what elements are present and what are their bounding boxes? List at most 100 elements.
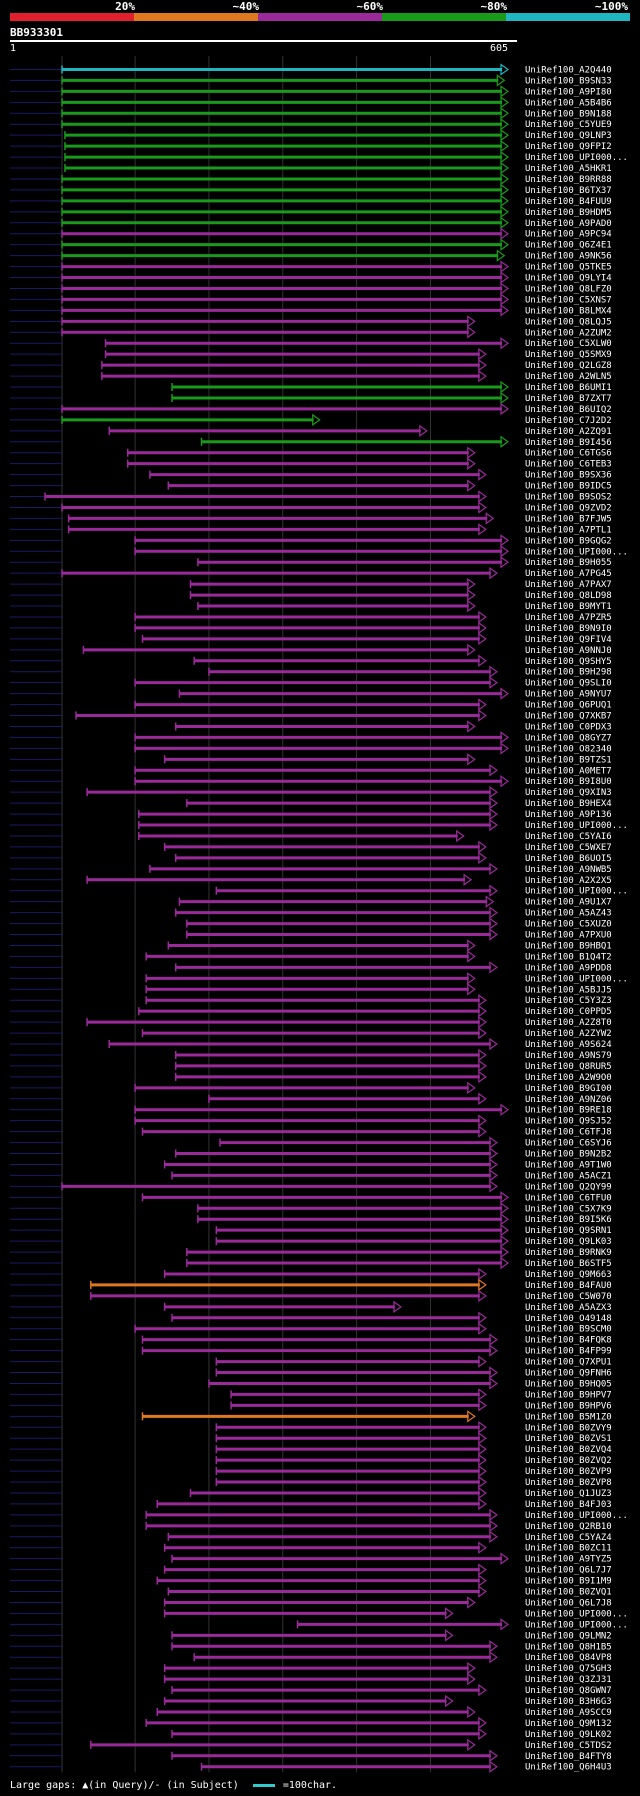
hit-arrow (500, 380, 510, 394)
legend-label-60: ~60% (356, 0, 384, 13)
hit-label: UniRef100_B8LMX4 (525, 306, 612, 316)
hit-label: UniRef100_C5W070 (525, 1292, 612, 1302)
hit-arrow (478, 1048, 487, 1062)
hit-arrow (478, 501, 487, 514)
hit-label: UniRef100_Q75GH3 (525, 1664, 612, 1674)
hit-arrow (500, 304, 510, 317)
hit-arrow (500, 216, 510, 229)
hit-arrow (478, 1278, 487, 1292)
hit-label: UniRef100_A9SCC9 (525, 1708, 612, 1718)
hit-arrow (478, 698, 487, 711)
hit-label: UniRef100_Q8GYZ7 (525, 733, 612, 743)
hit-label: UniRef100_B9IDC5 (525, 482, 612, 492)
hit-label: UniRef100_Q8LFZ0 (525, 284, 612, 294)
hit-arrow (467, 1081, 476, 1094)
hit-arrow (467, 643, 476, 656)
hit-arrow (478, 1070, 487, 1084)
hit-arrow (478, 709, 487, 722)
hit-label: UniRef100_B3H6G3 (525, 1697, 612, 1707)
hit-label: UniRef100_A9PDD8 (525, 963, 612, 973)
hit-arrow (445, 1694, 454, 1708)
hit-label: UniRef100_B6UMI1 (525, 383, 612, 393)
hit-label: UniRef100_B9N188 (525, 109, 612, 119)
hit-label: UniRef100_B4FP99 (525, 1347, 612, 1357)
hit-arrow (478, 523, 487, 536)
query-end: 605 (490, 43, 509, 54)
hit-arrow (500, 545, 510, 558)
hit-label: UniRef100_Q9LNP3 (525, 131, 612, 141)
gaps-legend: Large gaps: ▲(in Query)/- (in Subject) (10, 1780, 239, 1791)
hit-label: UniRef100_B1Q4T2 (525, 952, 612, 962)
hit-label: UniRef100_A9PAD0 (525, 219, 612, 229)
hit-arrow (500, 282, 510, 295)
hit-arrow (478, 1005, 487, 1018)
hit-label: UniRef100_Q9LMN2 (525, 1631, 612, 1641)
hit-arrow (478, 1453, 487, 1467)
hit-label: UniRef100_UPI000... (525, 974, 628, 984)
hit-arrow (478, 1421, 487, 1434)
hit-arrow (489, 796, 498, 810)
hit-label: UniRef100_B9N9I0 (525, 624, 612, 634)
hit-arrow (500, 687, 510, 700)
hit-label: UniRef100_A9PI80 (525, 87, 612, 97)
hit-label: UniRef100_B6UOI5 (525, 854, 612, 864)
hit-label: UniRef100_UPI000... (525, 547, 628, 557)
hit-label: UniRef100_Q9ZVD2 (525, 503, 612, 513)
hit-label: UniRef100_Q2QY99 (525, 1182, 612, 1192)
hit-arrow (500, 205, 510, 218)
hit-arrow (467, 326, 476, 339)
hit-label: UniRef100_B9GI00 (525, 1084, 612, 1094)
hit-label: UniRef100_Q9SRN1 (525, 1226, 612, 1236)
hit-label: UniRef100_A9NNJ0 (525, 646, 612, 656)
hit-arrow (489, 1651, 498, 1664)
hit-arrow (489, 818, 498, 832)
alignment-chart: UniRef100_A2Q440UniRef100_B9SN33UniRef10… (10, 56, 628, 1773)
hit-arrow (489, 1180, 498, 1193)
hit-arrow (478, 1716, 487, 1730)
hit-label: UniRef100_A5BJJ5 (525, 985, 612, 995)
hit-arrow (500, 1213, 510, 1226)
hit-arrow (467, 950, 476, 963)
hit-label: UniRef100_B9GQG2 (525, 536, 612, 546)
hit-label: UniRef100_A7PTL1 (525, 525, 612, 535)
hit-arrow (500, 775, 510, 788)
scale-swatch (252, 1783, 275, 1787)
hit-arrow (478, 1443, 487, 1456)
hit-label: UniRef100_A5HKR1 (525, 164, 612, 174)
hit-label: UniRef100_Q9FIV4 (525, 635, 612, 645)
hit-label: UniRef100_A2WLN5 (525, 372, 612, 382)
hit-label: UniRef100_A9NYU7 (525, 690, 612, 700)
hit-arrow (478, 490, 487, 503)
hit-arrow (478, 1355, 487, 1368)
hit-label: UniRef100_Q6L7J7 (525, 1566, 612, 1576)
hit-label: UniRef100_B0ZC11 (525, 1544, 612, 1554)
hit-label: UniRef100_Q9LK03 (525, 1237, 612, 1247)
hit-label: UniRef100_A5AZ43 (525, 909, 612, 919)
hit-arrow (478, 1541, 487, 1554)
hit-label: UniRef100_UPI000... (525, 821, 628, 831)
hit-label: UniRef100_Q8H1B5 (525, 1642, 612, 1652)
hit-label: UniRef100_A9PC94 (525, 230, 612, 240)
hit-label: UniRef100_B6TX37 (525, 186, 612, 196)
hit-label: UniRef100_A5ACZ1 (525, 1171, 612, 1181)
hit-label: UniRef100_B9HQ05 (525, 1379, 612, 1389)
hit-arrow (478, 1563, 487, 1576)
hit-label: UniRef100_C5WXE7 (525, 843, 612, 853)
hit-label: UniRef100_A7PG45 (525, 569, 612, 579)
hit-label: UniRef100_C6TGS6 (525, 449, 612, 459)
hit-arrow (467, 479, 476, 492)
hit-label: UniRef100_B9SN33 (525, 76, 612, 86)
hit-arrow (500, 534, 510, 547)
hit-arrow (467, 1738, 476, 1751)
hit-arrow (478, 1267, 487, 1281)
hit-arrow (489, 1136, 498, 1149)
hit-arrow (445, 1607, 454, 1620)
identity-legend (10, 13, 630, 21)
hit-label: UniRef100_A9U1X7 (525, 898, 612, 908)
hit-arrow (489, 1749, 498, 1762)
hit-label: UniRef100_B4FJ03 (525, 1500, 612, 1510)
legend-segment-60 (258, 13, 382, 21)
hit-label: UniRef100_C6TEB3 (525, 460, 612, 470)
hit-label: UniRef100_UPI000... (525, 1620, 628, 1630)
hit-arrow (500, 172, 510, 186)
